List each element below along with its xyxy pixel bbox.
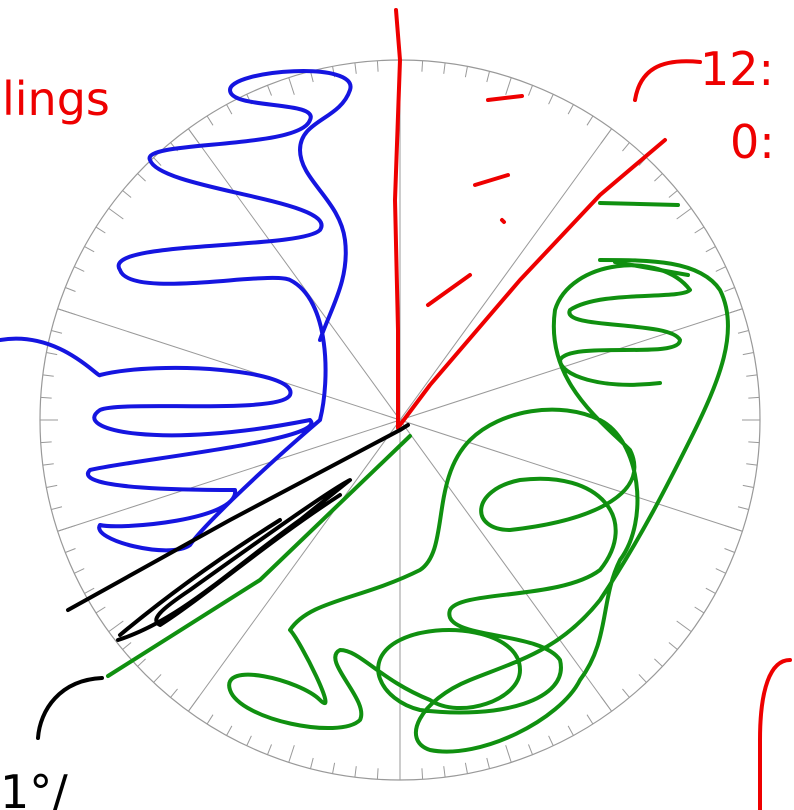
tick bbox=[587, 116, 593, 125]
tick bbox=[738, 330, 749, 333]
tick bbox=[506, 78, 512, 95]
tick bbox=[289, 745, 295, 762]
tick bbox=[43, 464, 54, 465]
tick bbox=[487, 758, 490, 769]
tick bbox=[247, 736, 252, 746]
tick bbox=[743, 353, 754, 355]
tick bbox=[227, 105, 232, 115]
tick bbox=[65, 548, 75, 552]
black-stroke bbox=[118, 480, 350, 640]
tick bbox=[568, 105, 573, 115]
tick bbox=[123, 642, 131, 649]
tick bbox=[355, 766, 356, 777]
tick bbox=[422, 61, 423, 72]
tick bbox=[123, 191, 131, 198]
red-stroke bbox=[635, 61, 700, 100]
tick bbox=[506, 745, 512, 762]
tick bbox=[96, 227, 105, 233]
annotation: 0: bbox=[730, 115, 775, 169]
tick bbox=[46, 485, 57, 487]
tick bbox=[743, 485, 754, 487]
tick bbox=[422, 768, 423, 779]
tick bbox=[746, 375, 757, 376]
tick bbox=[669, 642, 677, 649]
tick bbox=[654, 174, 662, 182]
tick bbox=[267, 744, 271, 754]
tick bbox=[738, 507, 749, 510]
tick bbox=[138, 659, 146, 667]
tick bbox=[355, 63, 356, 74]
tick bbox=[528, 744, 532, 754]
whiteboard: lings 12: 0: 1°/ bbox=[0, 0, 794, 810]
tick bbox=[549, 94, 554, 104]
tick bbox=[716, 569, 726, 574]
red-stroke bbox=[400, 140, 665, 425]
annotation: 12: bbox=[700, 42, 774, 96]
tick bbox=[138, 174, 146, 182]
tick bbox=[724, 287, 734, 291]
tick bbox=[41, 397, 52, 398]
tick bbox=[171, 689, 178, 697]
green-stroke bbox=[229, 260, 728, 752]
tick bbox=[748, 442, 759, 443]
tick bbox=[444, 63, 445, 74]
tick bbox=[669, 191, 677, 198]
tick bbox=[65, 287, 75, 291]
tick bbox=[622, 689, 629, 697]
tick bbox=[568, 726, 573, 736]
tick bbox=[639, 674, 647, 682]
tick bbox=[333, 763, 335, 774]
tick bbox=[654, 659, 662, 667]
tick bbox=[310, 758, 313, 769]
tick bbox=[377, 61, 378, 72]
tick bbox=[109, 621, 124, 632]
tick bbox=[444, 766, 445, 777]
tick bbox=[43, 375, 54, 376]
tick bbox=[154, 674, 162, 682]
red-stroke bbox=[395, 10, 400, 428]
tick bbox=[51, 507, 62, 510]
tick bbox=[587, 715, 593, 724]
tick bbox=[207, 116, 213, 125]
tick bbox=[74, 267, 84, 272]
red-stroke bbox=[428, 96, 522, 305]
tick bbox=[51, 330, 62, 333]
tick bbox=[716, 267, 726, 272]
tick bbox=[85, 247, 95, 252]
tick bbox=[85, 588, 95, 593]
tick bbox=[289, 78, 295, 95]
blue-stroke bbox=[0, 71, 351, 550]
tick bbox=[207, 715, 213, 724]
tick bbox=[46, 353, 57, 355]
tick bbox=[465, 66, 467, 77]
annotation: lings bbox=[2, 72, 110, 126]
tick bbox=[677, 621, 692, 632]
tick bbox=[746, 464, 757, 465]
tick bbox=[41, 442, 52, 443]
tick bbox=[706, 247, 716, 252]
tick bbox=[622, 143, 629, 151]
tick bbox=[377, 768, 378, 779]
tick bbox=[465, 763, 467, 774]
black-stroke bbox=[38, 678, 102, 738]
tick bbox=[487, 71, 490, 82]
tick bbox=[748, 397, 759, 398]
tick bbox=[706, 588, 716, 593]
tick bbox=[724, 548, 734, 552]
tick bbox=[549, 736, 554, 746]
red-stroke bbox=[760, 660, 790, 810]
tick bbox=[227, 726, 232, 736]
tick bbox=[267, 85, 271, 95]
tick bbox=[528, 85, 532, 95]
annotation: 1°/ bbox=[0, 765, 68, 810]
tick bbox=[695, 227, 704, 233]
tick bbox=[695, 607, 704, 613]
tick bbox=[677, 208, 692, 219]
tick bbox=[109, 208, 124, 219]
black-stroke bbox=[68, 425, 408, 610]
tick bbox=[74, 569, 84, 574]
tick bbox=[96, 607, 105, 613]
